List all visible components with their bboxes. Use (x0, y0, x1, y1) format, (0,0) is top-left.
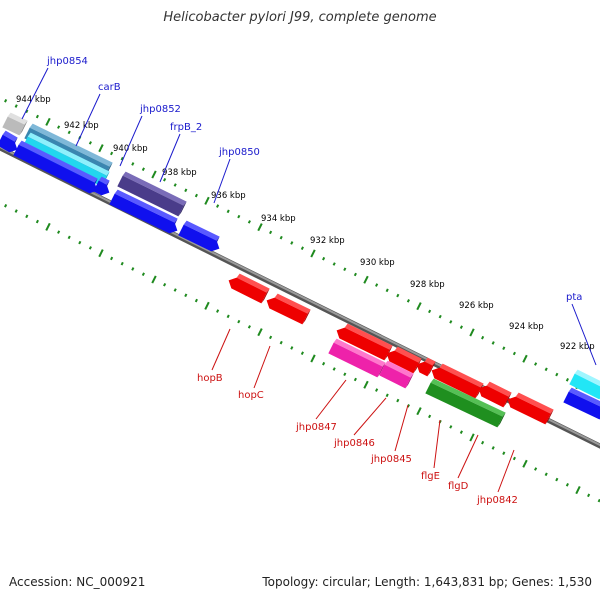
gene-label-hopb[interactable]: hopB (197, 373, 223, 384)
gene-label-hopc[interactable]: hopC (238, 390, 264, 401)
gene-label-flge[interactable]: flgE (421, 471, 440, 482)
feature-blue-2[interactable] (93, 176, 110, 196)
leader-flge (433, 419, 441, 469)
leader-frpb-2 (159, 133, 181, 183)
leader-jhp0850 (213, 158, 231, 204)
feature-red-6[interactable] (431, 363, 484, 399)
gene-label-flgd[interactable]: flgD (448, 481, 469, 492)
scale-label-926-kbp: 926 kbp (459, 301, 494, 311)
scale-ticks-inner (4, 203, 600, 503)
gene-label-pta[interactable]: pta (566, 292, 582, 303)
scale-label-932-kbp: 932 kbp (310, 236, 345, 246)
leader-hopb (211, 328, 231, 371)
gene-label-frpb-2[interactable]: frpB_2 (170, 122, 202, 133)
leader-carb (75, 93, 101, 147)
feature-blue-3[interactable] (109, 189, 178, 234)
feature-red-8[interactable] (507, 392, 554, 425)
leader-jhp0846 (353, 397, 387, 436)
scale-label-942-kbp: 942 kbp (64, 121, 99, 131)
map-title: Helicobacter pylori J99, complete genome (163, 10, 437, 25)
feature-magenta-2[interactable] (379, 360, 414, 389)
feature-blue-4[interactable] (178, 220, 220, 252)
gene-label-jhp0845[interactable]: jhp0845 (370, 454, 412, 465)
feature-blue-1[interactable] (13, 140, 98, 194)
accession-text: Accession: NC_000921 (9, 575, 146, 589)
scale-label-924-kbp: 924 kbp (509, 322, 544, 332)
feature-red-7[interactable] (478, 381, 512, 408)
feature-magenta-1[interactable] (328, 338, 386, 378)
feature-green-1[interactable] (425, 378, 506, 428)
feature-purple-1[interactable] (117, 171, 187, 217)
gene-label-jhp0854[interactable]: jhp0854 (46, 56, 88, 67)
scale-label-922-kbp: 922 kbp (560, 342, 595, 352)
leader-flgd (457, 434, 479, 479)
feature-red-5[interactable] (416, 357, 436, 377)
genome-summary-text: Topology: circular; Length: 1,643,831 bp… (262, 575, 592, 589)
leader-jhp0845 (394, 404, 409, 452)
gene-label-jhp0852[interactable]: jhp0852 (139, 104, 181, 115)
gene-label-carb[interactable]: carB (98, 82, 121, 93)
gene-label-jhp0846[interactable]: jhp0846 (333, 438, 375, 449)
leader-jhp0847 (315, 379, 347, 420)
scale-label-928-kbp: 928 kbp (410, 280, 445, 290)
scale-label-938-kbp: 938 kbp (162, 168, 197, 178)
leader-jhp0854 (21, 67, 49, 120)
scale-label-944-kbp: 944 kbp (16, 95, 51, 105)
scale-ticks-outer (4, 98, 600, 398)
leader-pta (571, 303, 597, 366)
scale-label-936-kbp: 936 kbp (211, 191, 246, 201)
leader-hopc (253, 345, 271, 389)
leader-jhp0842 (497, 449, 515, 493)
feature-blue-0[interactable] (0, 130, 18, 153)
feature-grey-1[interactable] (2, 112, 28, 136)
leader-jhp0852 (119, 115, 143, 167)
feature-red-2[interactable] (266, 293, 311, 325)
scale-label-930-kbp: 930 kbp (360, 258, 395, 268)
feature-red-1[interactable] (228, 273, 270, 304)
scale-label-940-kbp: 940 kbp (113, 144, 148, 154)
scale-label-934-kbp: 934 kbp (261, 214, 296, 224)
gene-label-jhp0842[interactable]: jhp0842 (476, 495, 518, 506)
gene-label-jhp0847[interactable]: jhp0847 (295, 422, 337, 433)
gene-label-jhp0850[interactable]: jhp0850 (218, 147, 260, 158)
